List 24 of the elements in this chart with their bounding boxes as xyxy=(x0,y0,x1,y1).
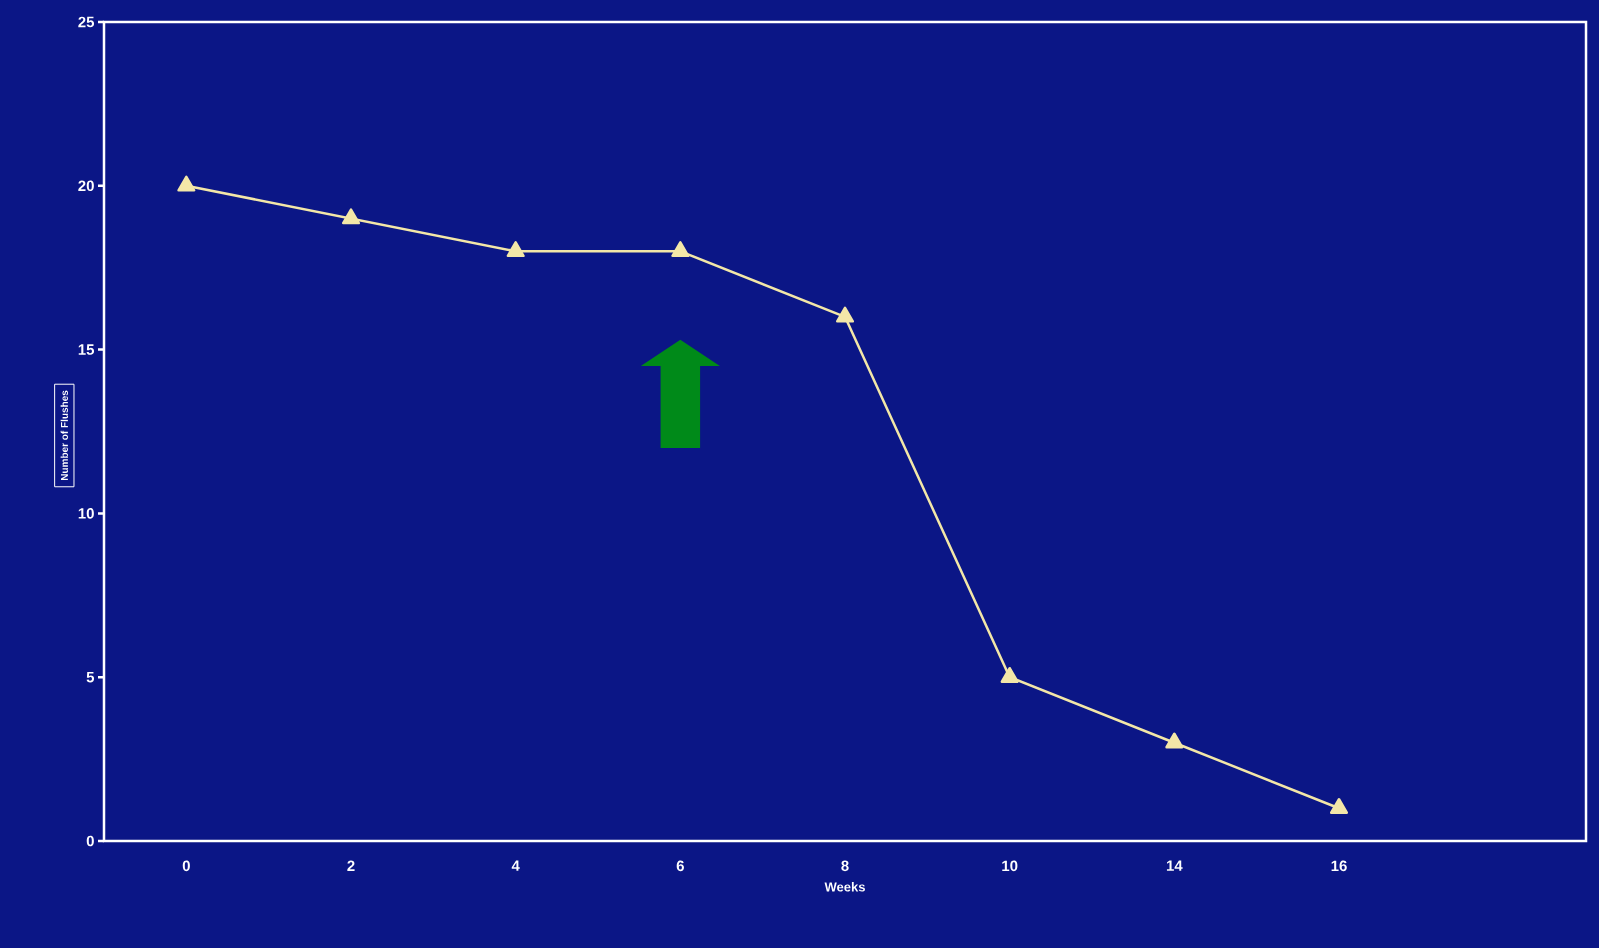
point xyxy=(1165,732,1184,749)
y-tick-label: 25 xyxy=(78,16,95,28)
y-tick-label: 15 xyxy=(78,344,95,355)
point xyxy=(835,306,855,323)
x-axis-title: Weeks xyxy=(824,881,865,892)
point xyxy=(671,241,690,258)
y-axis-title: Number of Flushes xyxy=(60,390,68,481)
x-tick-label: 8 xyxy=(841,860,849,872)
x-tick-label: 14 xyxy=(1166,860,1183,871)
point xyxy=(177,175,196,192)
x-tick-label: 6 xyxy=(676,860,684,872)
x-tick-label: 16 xyxy=(1331,860,1347,872)
x-tick-label: 10 xyxy=(1002,860,1018,872)
point xyxy=(1000,666,1019,683)
point xyxy=(506,241,525,258)
point xyxy=(1329,797,1349,814)
point xyxy=(341,208,361,225)
y-tick-label: 0 xyxy=(86,835,94,847)
x-tick-label: 4 xyxy=(511,860,520,871)
x-tick-label: 2 xyxy=(347,860,355,871)
y-tick-label: 10 xyxy=(78,508,94,519)
x-tick-label: 0 xyxy=(182,860,190,872)
y-tick-label: 20 xyxy=(78,180,94,192)
y-tick-label: 5 xyxy=(86,671,95,683)
